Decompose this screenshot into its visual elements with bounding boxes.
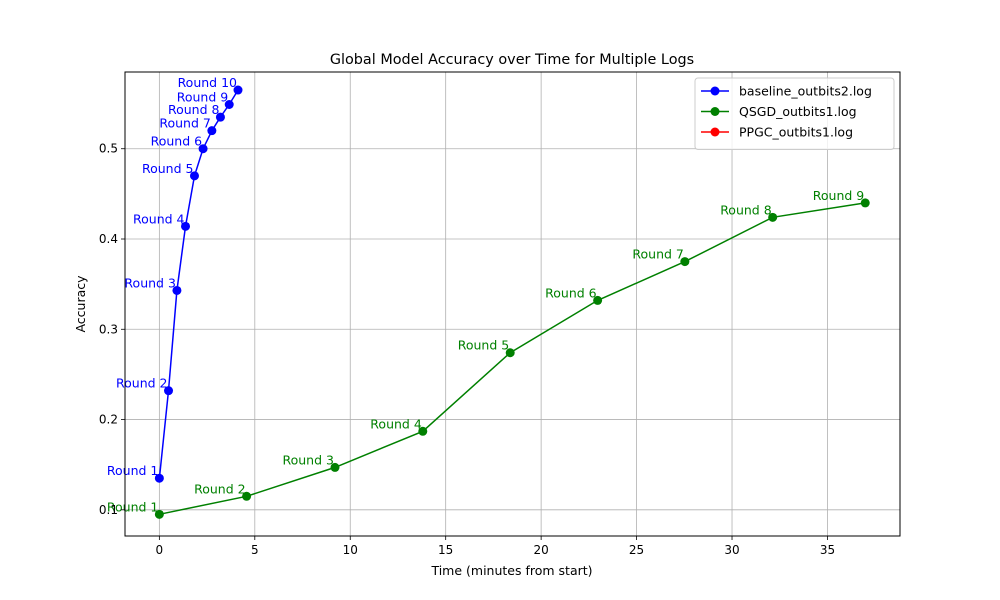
legend-box (694, 77, 895, 150)
data-point (768, 212, 778, 222)
legend-item: baseline_outbits2.log (701, 84, 872, 99)
data-point (593, 295, 603, 305)
x-tick-label: 10 (343, 543, 358, 557)
data-point (680, 257, 690, 267)
legend-marker (710, 107, 720, 116)
y-tick-label: 0.3 (99, 322, 118, 336)
legend-item: QSGD_outbits1.log (701, 104, 857, 119)
ticks: 0 5 10 15 20 25 30 35 0.1 0.2 0.3 0.4 0.5 (99, 142, 835, 557)
data-point (242, 491, 252, 501)
point-label: Round 9 (813, 188, 865, 203)
point-label: Round 10 (178, 75, 237, 90)
point-label: Round 7 (159, 116, 210, 131)
data-point (418, 426, 428, 436)
data-point (505, 348, 515, 358)
x-tick-label: 15 (438, 543, 453, 557)
series-baseline-outbits2-log: Round 1 Round 2 Round 3 Round 4 Round 5 Round… (107, 75, 243, 483)
y-axis-label: Accuracy (73, 275, 88, 333)
x-tick-label: 30 (724, 543, 739, 557)
point-label: Round 2 (194, 481, 245, 496)
legend-label: PPGC_outbits1.log (739, 125, 853, 140)
y-tick-label: 0.5 (99, 142, 118, 156)
series-layer: Round 1 Round 2 Round 3 Round 4 Round 5 Round… (107, 75, 870, 519)
data-point (207, 126, 217, 136)
data-point (198, 144, 208, 154)
x-tick-label: 25 (629, 543, 644, 557)
x-tick-label: 35 (820, 543, 835, 557)
point-label: Round 6 (545, 285, 597, 300)
data-point (172, 285, 182, 295)
plot-frame (124, 71, 901, 537)
series-line (158, 89, 239, 479)
legend: baseline_outbits2.log QSGD_outbits1.log PP… (694, 77, 895, 150)
series-qsgd-outbits1-log: Round 1 Round 2 Round 3 Round 4 Round 5 Round… (107, 188, 870, 519)
x-tick-label: 0 (156, 543, 164, 557)
data-point (860, 198, 870, 208)
data-point (181, 221, 191, 231)
data-point (215, 112, 225, 122)
data-point (224, 99, 234, 109)
legend-label: QSGD_outbits1.log (739, 104, 857, 119)
point-label: Round 2 (116, 376, 167, 391)
point-label: Round 8 (720, 202, 772, 217)
chart-title: Global Model Accuracy over Time for Mult… (330, 52, 694, 68)
data-point (154, 473, 164, 483)
data-point (330, 462, 340, 472)
point-label: Round 4 (133, 211, 185, 226)
legend-item: PPGC_outbits1.log (701, 125, 853, 140)
x-tick-label: 20 (533, 543, 548, 557)
point-label: Round 6 (151, 134, 203, 149)
data-point (154, 509, 164, 519)
point-label: Round 1 (107, 463, 158, 478)
point-label: Round 3 (282, 452, 333, 467)
data-point (189, 171, 199, 181)
legend-label: baseline_outbits2.log (739, 84, 872, 99)
point-label: Round 9 (177, 89, 229, 104)
point-label: Round 1 (107, 499, 158, 514)
point-label: Round 7 (632, 247, 683, 262)
y-tick-label: 0.1 (99, 503, 118, 517)
point-label: Round 5 (142, 161, 193, 176)
point-label: Round 5 (458, 338, 509, 353)
y-tick-label: 0.4 (99, 232, 118, 246)
x-tick-label: 5 (251, 543, 259, 557)
data-point (233, 85, 243, 95)
legend-marker (710, 127, 720, 137)
y-tick-label: 0.2 (99, 413, 118, 427)
point-label: Round 4 (370, 416, 422, 431)
data-point (164, 386, 174, 396)
legend-marker (710, 86, 720, 96)
point-label: Round 8 (168, 102, 220, 117)
point-label: Round 3 (124, 275, 175, 290)
x-axis-label: Time (minutes from start) (430, 563, 592, 578)
